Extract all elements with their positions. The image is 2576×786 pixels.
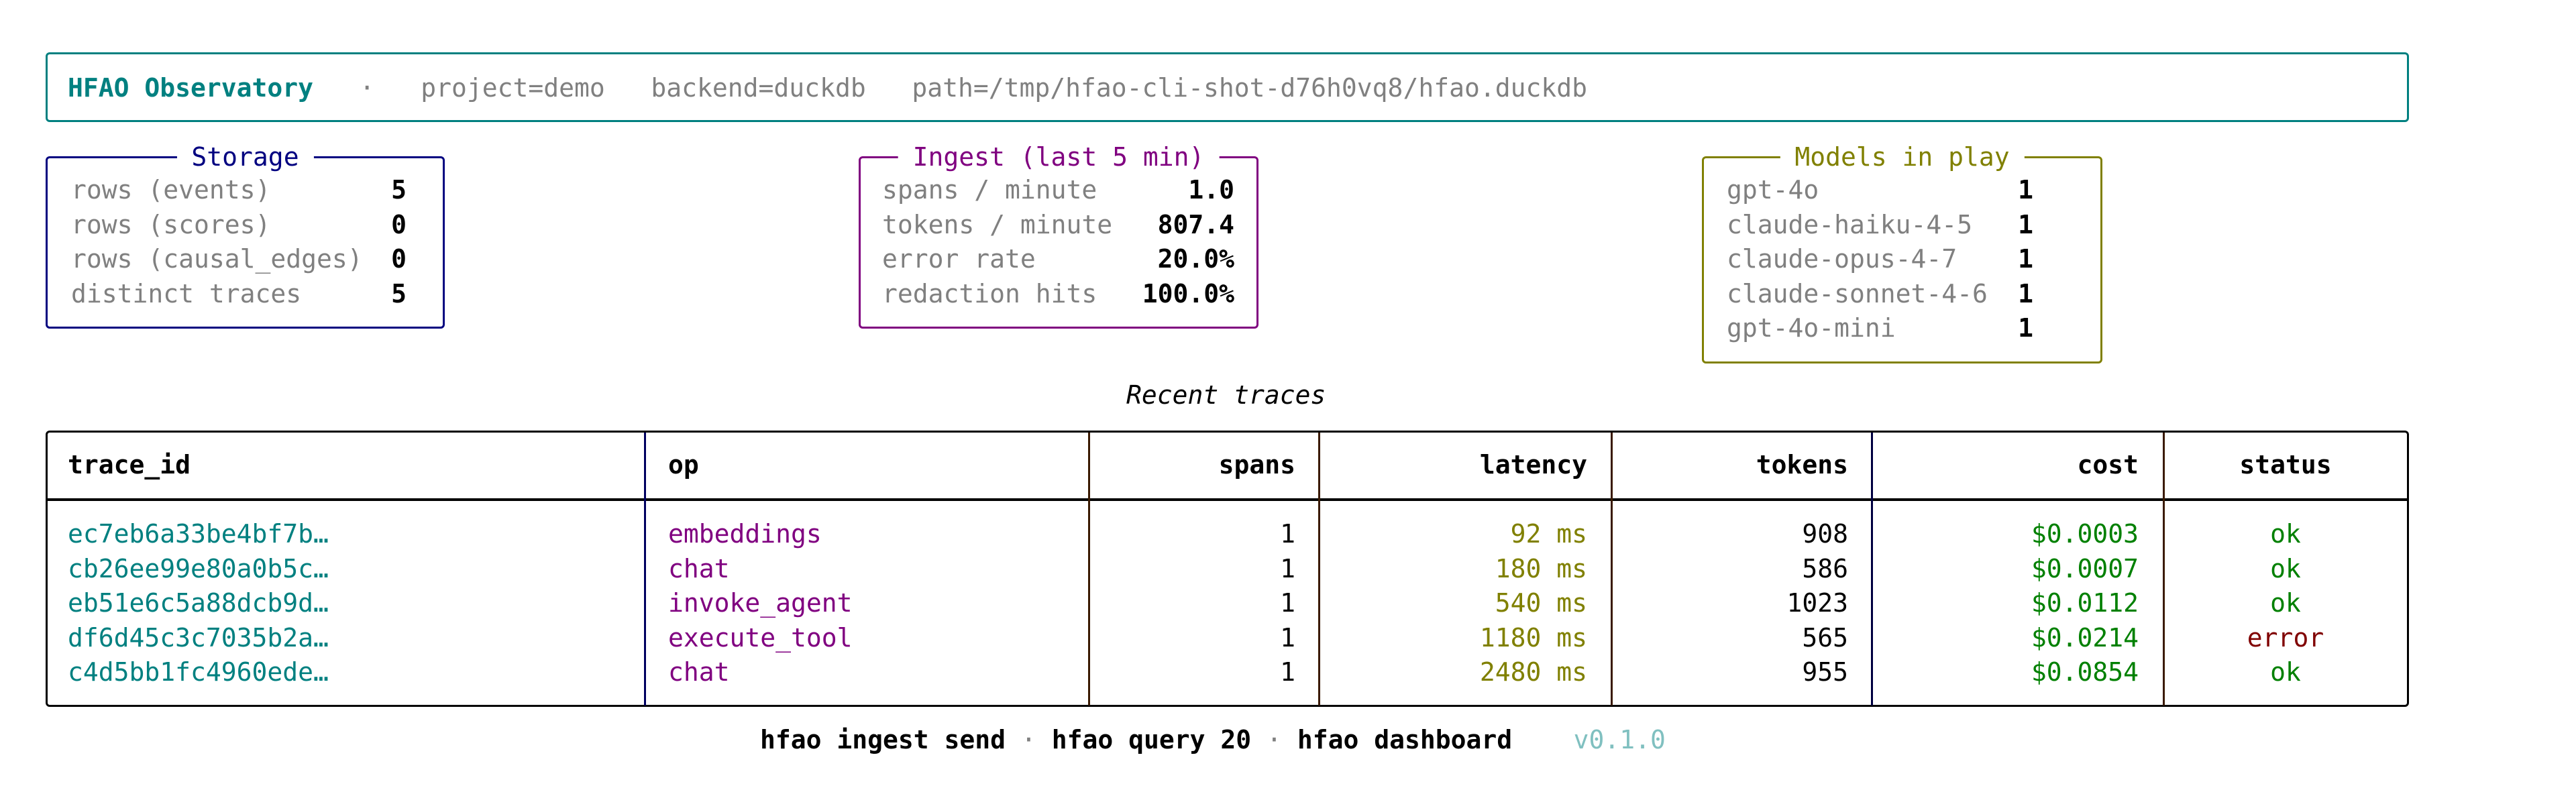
column-header-latency[interactable]: latency — [1479, 450, 1587, 480]
table-cell-status: ok — [2270, 588, 2301, 618]
models-panel: Models in play — [1702, 140, 2102, 363]
footer-command-ingest[interactable]: hfao ingest send — [760, 725, 1006, 754]
storage-row-value: 5 — [391, 175, 407, 205]
models-title: Models in play — [1780, 140, 2025, 174]
models-row-value: 1 — [2018, 175, 2033, 205]
path-label: path=/tmp/hfao-cli-shot-d76h0vq8/hfao.du… — [912, 73, 1587, 103]
ingest-row-value: 100.0% — [1142, 278, 1234, 308]
models-row-label: claude-opus-4-7 — [1727, 244, 1957, 274]
ingest-panel: Ingest (last 5 min) — [859, 140, 1258, 329]
table-cell-status: ok — [2270, 519, 2301, 549]
ingest-row-value: 1.0 — [1188, 175, 1234, 205]
table-cell-spans: 1 — [1280, 657, 1295, 687]
ingest-row-label: tokens / minute — [882, 209, 1113, 239]
header-line: HFAO Observatory · project=demo backend=… — [68, 71, 1587, 105]
column-header-op[interactable]: op — [668, 450, 699, 480]
trace-id-link[interactable]: ec7eb6a33be4bf7b… — [68, 519, 329, 549]
footer-command-query[interactable]: hfao query 20 — [1051, 725, 1252, 754]
column-header-tokens[interactable]: tokens — [1756, 450, 1848, 480]
storage-row-value: 0 — [391, 209, 407, 239]
header-separator: · — [359, 73, 375, 103]
storage-title: Storage — [176, 140, 314, 174]
table-cell-latency: 180 ms — [1495, 553, 1587, 583]
trace-id-link[interactable]: df6d45c3c7035b2a… — [68, 622, 329, 653]
table-cell-op: execute_tool — [668, 622, 853, 653]
models-row-label: gpt-4o-mini — [1727, 313, 1896, 343]
project-label: project=demo — [421, 73, 605, 103]
models-row-label: gpt-4o — [1727, 175, 1819, 205]
table-cell-status: error — [2247, 622, 2324, 653]
table-cell-op: chat — [668, 657, 730, 687]
storage-row-value: 5 — [391, 278, 407, 308]
table-cell-op: invoke_agent — [668, 588, 853, 618]
version-label: v0.1.0 — [1573, 725, 1666, 754]
table-cell-status: ok — [2270, 553, 2301, 583]
table-cell-latency: 540 ms — [1495, 588, 1587, 618]
footer-command-dashboard[interactable]: hfao dashboard — [1297, 725, 1513, 754]
table-cell-cost: $0.0214 — [2031, 622, 2139, 653]
column-header-status[interactable]: status — [2239, 450, 2332, 480]
column-divider — [2163, 433, 2165, 706]
column-header-cost[interactable]: cost — [2077, 450, 2139, 480]
column-divider — [1318, 433, 1320, 706]
table-cell-cost: $0.0003 — [2031, 519, 2139, 549]
ingest-row-value: 20.0% — [1157, 244, 1234, 274]
table-cell-cost: $0.0007 — [2031, 553, 2139, 583]
trace-id-link[interactable]: cb26ee99e80a0b5c… — [68, 553, 329, 583]
column-divider — [644, 433, 646, 706]
ingest-row-label: redaction hits — [882, 278, 1097, 308]
table-cell-latency: 92 ms — [1510, 519, 1587, 549]
footer-separator: · — [1020, 725, 1036, 754]
table-cell-spans: 1 — [1280, 588, 1295, 618]
table-cell-spans: 1 — [1280, 519, 1295, 549]
column-divider — [1871, 433, 1873, 706]
storage-row-label: rows (causal_edges) — [71, 244, 363, 274]
models-row-value: 1 — [2018, 313, 2033, 343]
models-row-label: claude-sonnet-4-6 — [1727, 278, 1988, 308]
app-title: HFAO Observatory — [68, 73, 314, 103]
table-cell-spans: 1 — [1280, 553, 1295, 583]
storage-row-label: rows (events) — [71, 175, 271, 205]
traces-title: Recent traces — [1126, 380, 1326, 410]
table-cell-latency: 1180 ms — [1479, 622, 1587, 653]
table-cell-tokens: 908 — [1802, 519, 1848, 549]
storage-row-value: 0 — [391, 244, 407, 274]
backend-label: backend=duckdb — [651, 73, 866, 103]
header-bar — [46, 52, 2409, 122]
storage-panel: Storage — [46, 140, 445, 329]
table-cell-tokens: 1023 — [1786, 588, 1848, 618]
trace-id-link[interactable]: c4d5bb1fc4960ede… — [68, 657, 329, 687]
table-cell-tokens: 955 — [1802, 657, 1848, 687]
table-cell-op: embeddings — [668, 519, 822, 549]
footer-separator: · — [1267, 725, 1282, 754]
table-cell-tokens: 586 — [1802, 553, 1848, 583]
column-divider — [1611, 433, 1613, 706]
ingest-title: Ingest (last 5 min) — [898, 140, 1220, 174]
models-row-value: 1 — [2018, 244, 2033, 274]
column-divider — [1088, 433, 1090, 706]
table-cell-spans: 1 — [1280, 622, 1295, 653]
ingest-row-label: spans / minute — [882, 175, 1097, 205]
table-cell-cost: $0.0854 — [2031, 657, 2139, 687]
storage-row-label: rows (scores) — [71, 209, 271, 239]
ingest-row-value: 807.4 — [1157, 209, 1234, 239]
table-cell-op: chat — [668, 553, 730, 583]
models-row-value: 1 — [2018, 278, 2033, 308]
table-cell-latency: 2480 ms — [1479, 657, 1587, 687]
column-header-spans[interactable]: spans — [1218, 450, 1295, 480]
table-cell-status: ok — [2270, 657, 2301, 687]
table-cell-tokens: 565 — [1802, 622, 1848, 653]
storage-row-label: distinct traces — [71, 278, 302, 308]
traces-table — [46, 431, 2409, 707]
table-header-divider — [46, 498, 2409, 501]
models-row-value: 1 — [2018, 209, 2033, 239]
models-row-label: claude-haiku-4-5 — [1727, 209, 1973, 239]
table-cell-cost: $0.0112 — [2031, 588, 2139, 618]
trace-id-link[interactable]: eb51e6c5a88dcb9d… — [68, 588, 329, 618]
footer: hfao ingest send · hfao query 20 · hfao … — [760, 723, 1666, 757]
column-header-trace-id[interactable]: trace_id — [68, 450, 191, 480]
ingest-row-label: error rate — [882, 244, 1036, 274]
